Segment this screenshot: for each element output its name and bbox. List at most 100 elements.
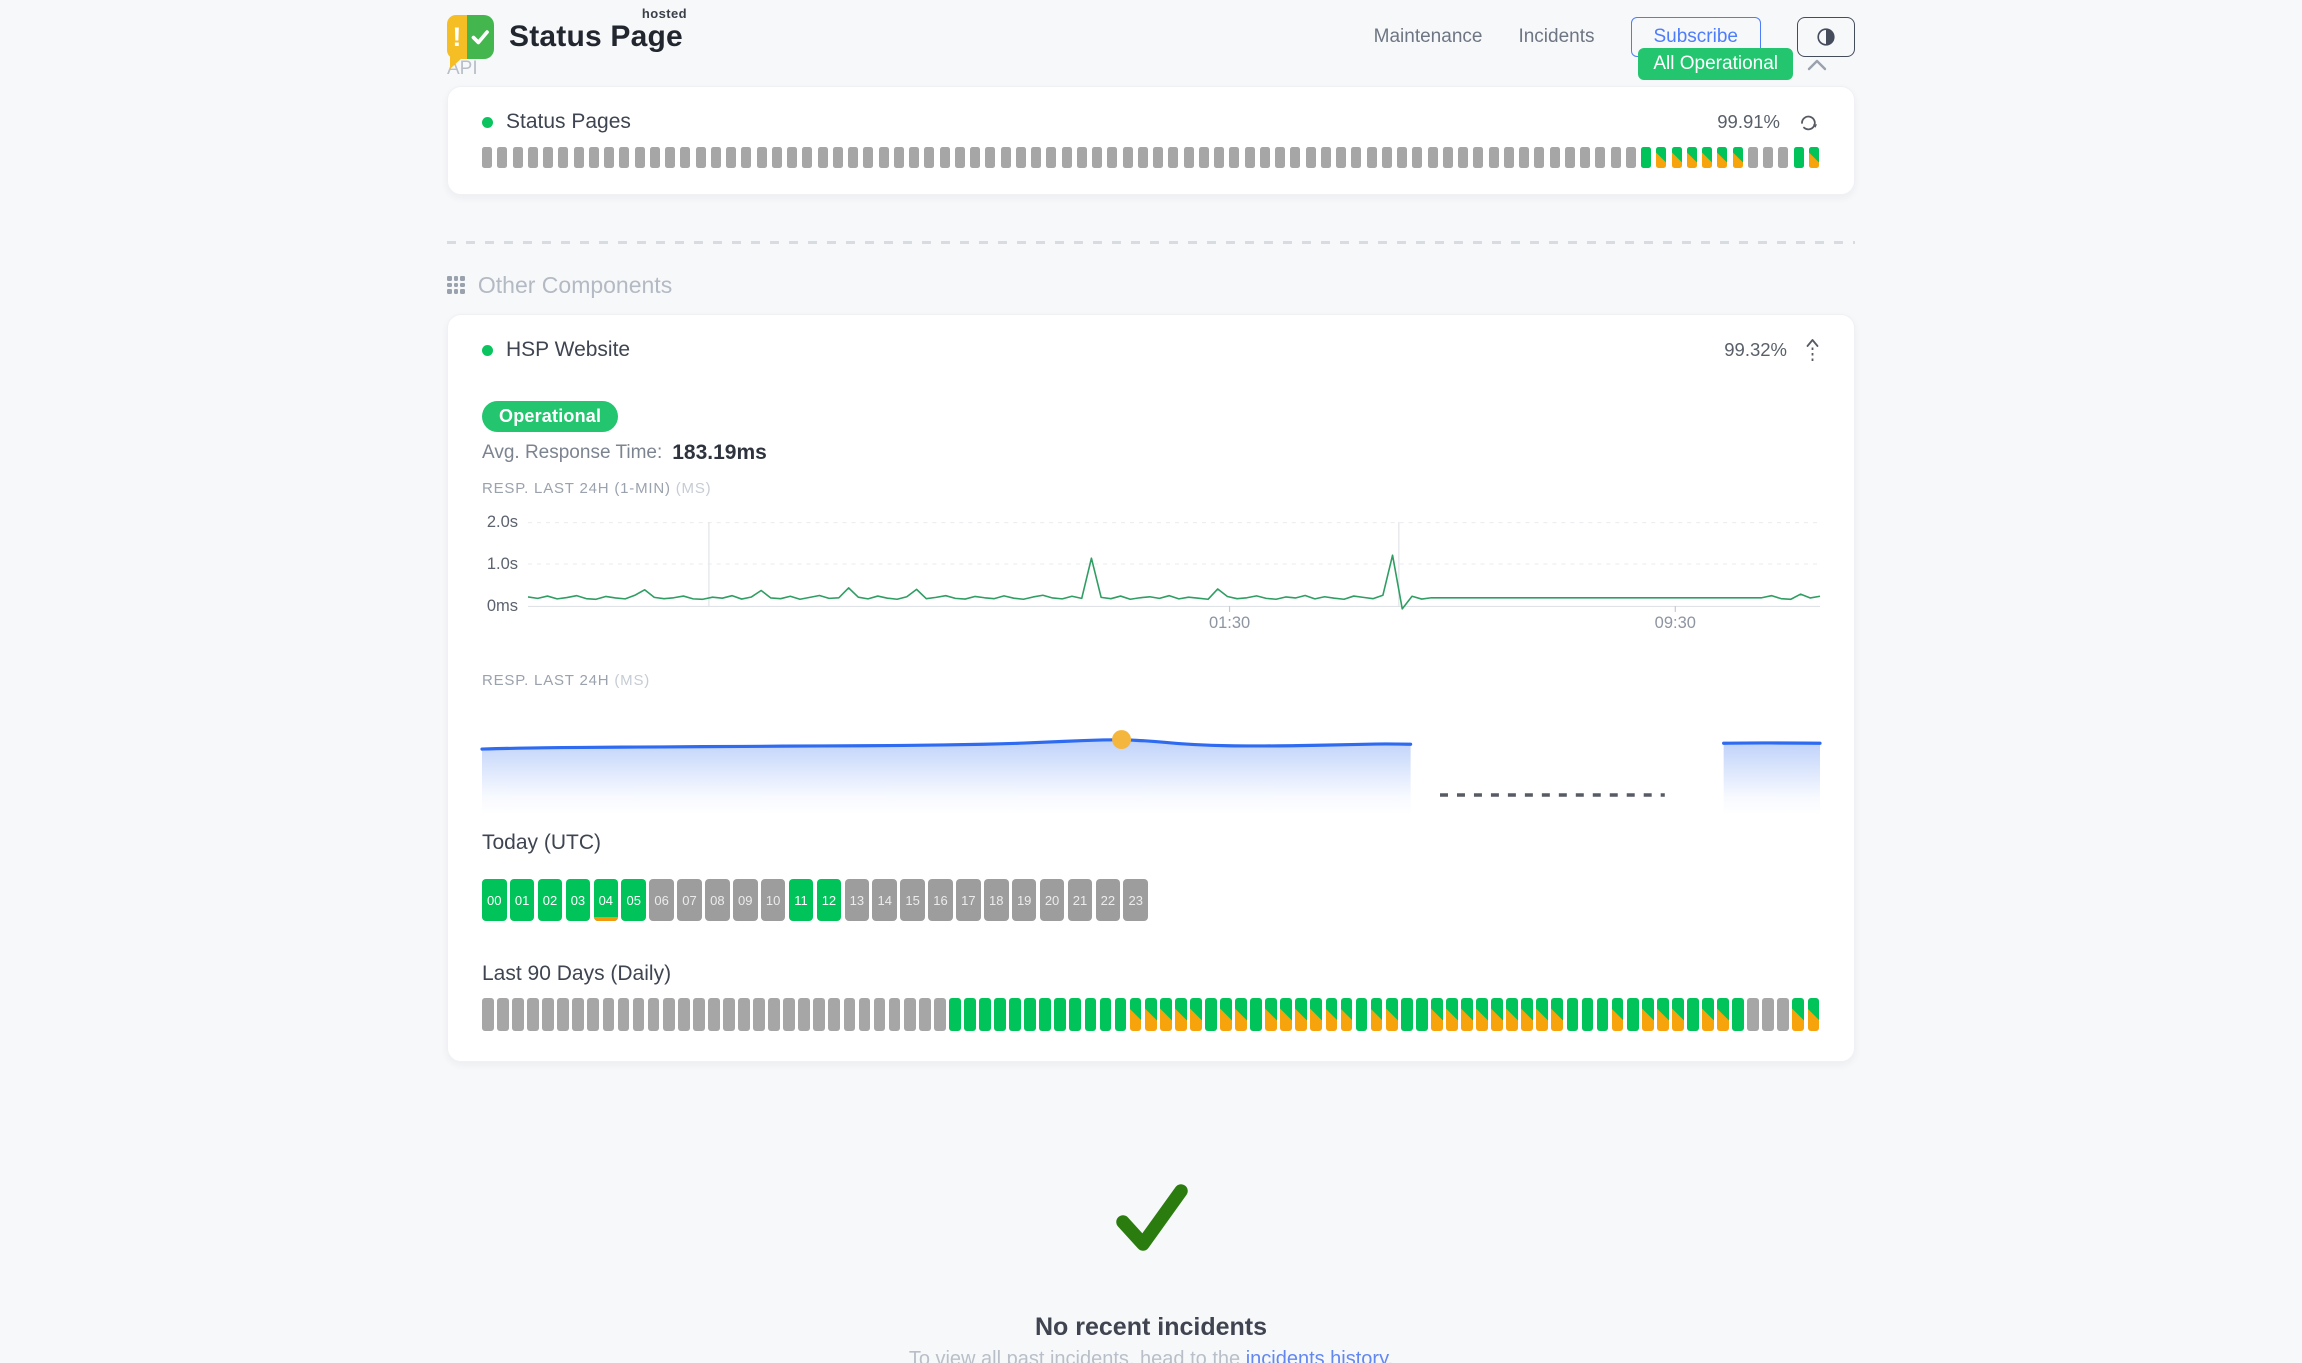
- uptime-bar[interactable]: [1580, 147, 1590, 168]
- uptime-bar[interactable]: [695, 147, 706, 168]
- uptime-bar[interactable]: [482, 147, 492, 168]
- uptime-bar[interactable]: [512, 147, 523, 168]
- uptime-bar[interactable]: [1305, 147, 1316, 168]
- uptime-bar[interactable]: [1381, 147, 1392, 168]
- daily-uptime-bar[interactable]: [1656, 998, 1669, 1031]
- daily-uptime-bar[interactable]: [1400, 998, 1413, 1031]
- uptime-bar[interactable]: [558, 147, 569, 168]
- uptime-bar[interactable]: [1168, 147, 1179, 168]
- hour-block[interactable]: 01: [509, 879, 535, 921]
- daily-uptime-bar[interactable]: [1581, 998, 1594, 1031]
- uptime-bar[interactable]: [1473, 147, 1484, 168]
- daily-uptime-bar[interactable]: [738, 998, 750, 1031]
- uptime-bar[interactable]: [1793, 147, 1804, 168]
- uptime-bar[interactable]: [1503, 147, 1514, 168]
- daily-uptime-bar[interactable]: [888, 998, 901, 1031]
- uptime-bar[interactable]: [1458, 147, 1468, 168]
- uptime-bar[interactable]: [771, 147, 782, 168]
- daily-uptime-bar[interactable]: [1551, 998, 1564, 1031]
- hour-block[interactable]: 04: [593, 879, 619, 921]
- hour-block[interactable]: 11: [788, 879, 814, 921]
- daily-uptime-bar[interactable]: [964, 998, 976, 1031]
- daily-uptime-bar[interactable]: [1491, 998, 1503, 1031]
- refresh-icon[interactable]: [1798, 112, 1820, 132]
- uptime-bar[interactable]: [1778, 147, 1789, 168]
- daily-uptime-bar[interactable]: [1687, 998, 1699, 1031]
- daily-uptime-bar[interactable]: [798, 998, 811, 1031]
- uptime-bar[interactable]: [680, 147, 691, 168]
- uptime-bar[interactable]: [1275, 147, 1285, 168]
- uptime-bar[interactable]: [726, 147, 736, 168]
- uptime-bar[interactable]: [1198, 147, 1209, 168]
- uptime-bar[interactable]: [787, 147, 797, 168]
- daily-uptime-bar[interactable]: [617, 998, 630, 1031]
- daily-uptime-bar[interactable]: [1762, 998, 1775, 1031]
- daily-uptime-bar[interactable]: [903, 998, 916, 1031]
- daily-uptime-bar[interactable]: [1235, 998, 1247, 1031]
- daily-uptime-bar[interactable]: [1009, 998, 1021, 1031]
- daily-uptime-bar[interactable]: [828, 998, 841, 1031]
- daily-uptime-bar[interactable]: [1084, 998, 1097, 1031]
- daily-uptime-bar[interactable]: [1129, 998, 1142, 1031]
- daily-uptime-bar[interactable]: [692, 998, 705, 1031]
- uptime-bar[interactable]: [1076, 147, 1087, 168]
- hour-block[interactable]: 17: [956, 879, 981, 921]
- daily-uptime-bar[interactable]: [1385, 998, 1398, 1031]
- daily-uptime-bar[interactable]: [1446, 998, 1458, 1031]
- uptime-bar[interactable]: [817, 147, 828, 168]
- uptime-bar[interactable]: [924, 147, 935, 168]
- daily-uptime-bar[interactable]: [918, 998, 931, 1031]
- uptime-bar[interactable]: [1686, 147, 1697, 168]
- daily-uptime-bar[interactable]: [1702, 998, 1714, 1031]
- uptime-bar[interactable]: [1808, 147, 1819, 168]
- uptime-bar[interactable]: [970, 147, 980, 168]
- uptime-bar[interactable]: [909, 147, 919, 168]
- daily-uptime-bar[interactable]: [1280, 998, 1293, 1031]
- incidents-link[interactable]: Incidents: [1518, 26, 1595, 47]
- uptime-bar[interactable]: [1320, 147, 1331, 168]
- hour-block[interactable]: 06: [649, 879, 674, 921]
- uptime-bar[interactable]: [1290, 147, 1301, 168]
- daily-uptime-bar[interactable]: [1671, 998, 1684, 1031]
- uptime-bar[interactable]: [665, 147, 675, 168]
- uptime-bar[interactable]: [1610, 147, 1621, 168]
- uptime-bar[interactable]: [832, 147, 843, 168]
- daily-uptime-bar[interactable]: [1641, 998, 1654, 1031]
- uptime-bar[interactable]: [939, 147, 950, 168]
- uptime-bar[interactable]: [1397, 147, 1407, 168]
- uptime-bar[interactable]: [527, 147, 538, 168]
- daily-uptime-bar[interactable]: [783, 998, 796, 1031]
- uptime-bar[interactable]: [1061, 147, 1072, 168]
- daily-uptime-bar[interactable]: [707, 998, 720, 1031]
- daily-uptime-bar[interactable]: [948, 998, 961, 1031]
- uptime-bar[interactable]: [1092, 147, 1102, 168]
- uptime-bar[interactable]: [1656, 147, 1667, 168]
- daily-uptime-bar[interactable]: [1777, 998, 1790, 1031]
- uptime-bar[interactable]: [1366, 147, 1377, 168]
- daily-uptime-bar[interactable]: [1039, 998, 1052, 1031]
- maintenance-link[interactable]: Maintenance: [1373, 26, 1483, 47]
- hour-block[interactable]: 07: [677, 879, 702, 921]
- uptime-bar[interactable]: [710, 147, 721, 168]
- hour-block[interactable]: 21: [1067, 879, 1093, 921]
- daily-uptime-bar[interactable]: [979, 998, 991, 1031]
- hour-block[interactable]: 08: [705, 879, 730, 921]
- logo[interactable]: ! hosted Status Page: [447, 6, 687, 69]
- uptime-bar[interactable]: [1122, 147, 1133, 168]
- hour-block[interactable]: 15: [900, 879, 925, 921]
- daily-uptime-bar[interactable]: [1174, 998, 1187, 1031]
- daily-uptime-bar[interactable]: [994, 998, 1006, 1031]
- daily-uptime-bar[interactable]: [1355, 998, 1368, 1031]
- daily-uptime-bar[interactable]: [1250, 998, 1262, 1031]
- daily-uptime-bar[interactable]: [497, 998, 509, 1031]
- uptime-bar[interactable]: [1442, 147, 1453, 168]
- uptime-bar[interactable]: [619, 147, 630, 168]
- hour-block[interactable]: 10: [760, 879, 786, 921]
- hour-block[interactable]: 14: [872, 879, 897, 921]
- daily-uptime-bar[interactable]: [677, 998, 690, 1031]
- daily-uptime-bar[interactable]: [587, 998, 600, 1031]
- uptime-bar[interactable]: [893, 147, 904, 168]
- daily-uptime-bar[interactable]: [1476, 998, 1488, 1031]
- daily-uptime-bar[interactable]: [1310, 998, 1323, 1031]
- theme-toggle-button[interactable]: [1797, 17, 1855, 57]
